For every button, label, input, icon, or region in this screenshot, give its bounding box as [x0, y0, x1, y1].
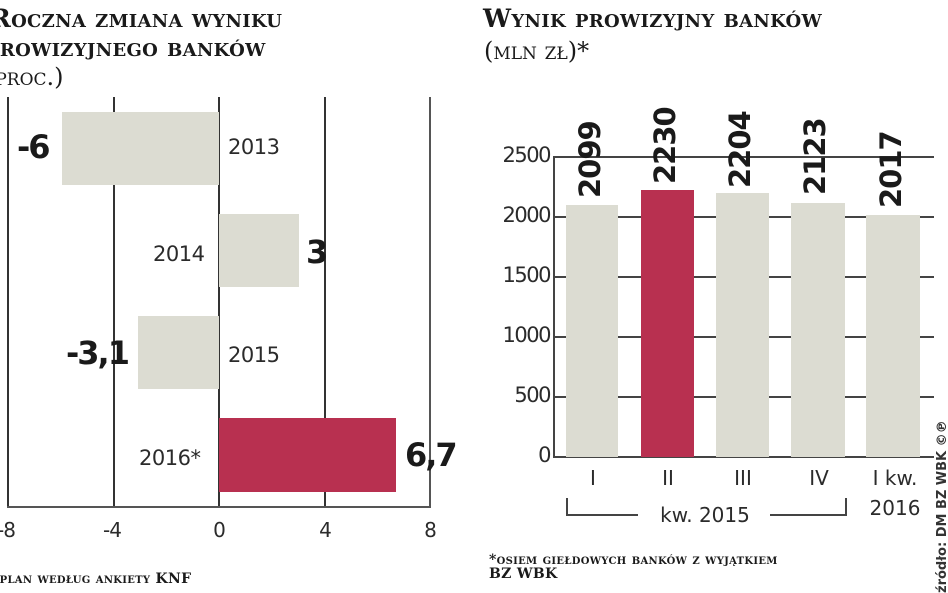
x-tick: -8	[0, 518, 16, 542]
right-chart-footnote-line2: BZ WBK	[489, 566, 558, 582]
x-tick: -4	[103, 518, 122, 542]
left-chart-subtitle: (proc.)	[0, 63, 64, 91]
y-tick: 2500	[502, 143, 552, 167]
y-axis-line	[553, 156, 555, 458]
value-label-q4-2015: 2123	[798, 118, 832, 195]
value-label-2016: 6,7	[405, 436, 458, 474]
category-label-2015: 2015	[228, 343, 280, 367]
y-tick: 1000	[502, 323, 552, 347]
bar-2016	[219, 418, 396, 492]
gridline-4	[324, 97, 326, 508]
bar-2014	[219, 214, 299, 287]
gridline-minus8	[7, 97, 9, 508]
value-label-q1-2016: 2017	[874, 131, 908, 208]
gridline-2500	[554, 156, 934, 158]
group-label-2016: 2016	[869, 496, 921, 520]
gridline-minus4	[113, 97, 115, 508]
right-chart-footnote-line1: *osiem giełdowych banków z wyjątkiem	[489, 552, 778, 568]
y-tick: 1500	[502, 263, 552, 287]
x-tick: 8	[424, 518, 437, 542]
bar-2013	[62, 112, 219, 185]
category-label-q1: I	[590, 466, 596, 490]
x-axis-line	[7, 506, 431, 508]
x-axis-line	[554, 456, 934, 458]
category-label-q4: IV	[809, 466, 829, 490]
bar-q4-2015	[791, 203, 845, 457]
value-label-2015: -3,1	[66, 334, 130, 372]
group-label-2015: kw. 2015	[660, 503, 750, 527]
category-label-q2: II	[662, 466, 674, 490]
right-chart-subtitle: (mln zł)*	[484, 37, 590, 65]
value-label-q3-2015: 2204	[723, 111, 757, 188]
bar-q3-2015	[716, 193, 769, 457]
bar-q1-2016	[866, 215, 920, 457]
category-label-q3: III	[734, 466, 752, 490]
left-chart-title-line1: Roczna zmiana wyniku	[0, 4, 283, 33]
x-tick: 0	[213, 518, 226, 542]
value-label-2014: 3	[306, 233, 328, 271]
category-label-q1-2016: I kw.	[872, 466, 918, 490]
bar-q1-2015	[566, 205, 618, 457]
category-label-2016: 2016*	[139, 446, 201, 470]
left-chart-title-line2: prowizyjnego banków	[0, 33, 266, 62]
source-credit: źródło: DM BZ WBK ©℗	[935, 420, 948, 593]
y-tick: 500	[514, 383, 551, 407]
category-label-2014: 2014	[153, 242, 205, 266]
left-chart-footnote: *plan według ankiety KNF	[0, 571, 192, 587]
right-chart-title: Wynik prowizyjny banków	[483, 4, 823, 33]
bracket-2015-right	[770, 498, 847, 516]
bar-q2-2015	[641, 190, 694, 457]
gridline-0	[218, 97, 220, 508]
gridline-8	[429, 97, 431, 508]
bar-2015	[138, 316, 219, 389]
category-label-2013: 2013	[228, 135, 280, 159]
bracket-2015-left	[566, 498, 638, 516]
value-label-q1-2015: 2099	[573, 121, 607, 198]
x-tick: 4	[319, 518, 332, 542]
y-tick: 2000	[502, 203, 552, 227]
value-label-q2-2015: 2230	[648, 107, 682, 184]
value-label-2013: -6	[17, 128, 51, 166]
y-tick: 0	[538, 443, 551, 467]
